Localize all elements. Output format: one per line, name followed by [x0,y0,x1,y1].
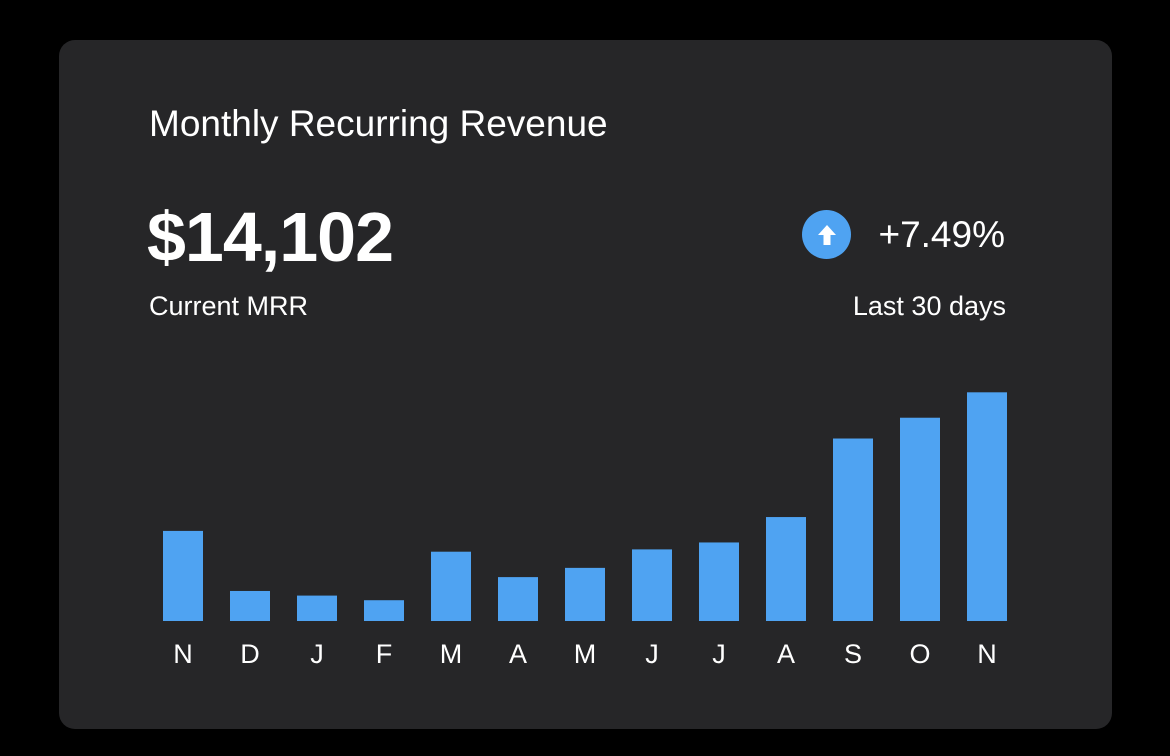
x-tick-label: M [440,639,463,669]
bar-2 [297,595,337,621]
x-tick-label: J [310,639,324,669]
x-tick-label: J [645,639,659,669]
change-indicator: +7.49% [802,210,1005,259]
bar-4 [431,551,471,621]
x-tick-label: A [777,639,795,669]
mrr-card: Monthly Recurring Revenue $14,102 Curren… [59,40,1112,729]
mrr-value: $14,102 [147,198,394,276]
bar-6 [565,567,605,621]
bar-5 [498,577,538,621]
bar-11 [900,417,940,621]
bar-9 [766,517,806,621]
x-tick-label: M [574,639,597,669]
x-tick-label: N [173,639,193,669]
x-tick-label: J [712,639,726,669]
bar-7 [632,549,672,621]
mrr-value-label: Current MRR [149,291,309,321]
bar-3 [364,600,404,621]
arrow-up-icon-glyph [817,224,836,245]
bar-10 [833,438,873,621]
x-tick-label: A [509,639,527,669]
bar-8 [699,542,739,621]
bar-0 [163,530,203,621]
arrow-up-icon [802,210,852,259]
card-title: Monthly Recurring Revenue [149,103,608,144]
period-label: Last 30 days [852,291,1006,321]
x-tick-label: N [977,639,997,669]
x-tick-label: O [909,639,930,669]
x-tick-label: S [844,639,862,669]
bar-1 [230,590,270,621]
change-value: +7.49% [878,213,1005,255]
bar-12 [967,392,1007,621]
x-tick-label: F [376,639,393,669]
x-tick-label: D [240,639,260,669]
